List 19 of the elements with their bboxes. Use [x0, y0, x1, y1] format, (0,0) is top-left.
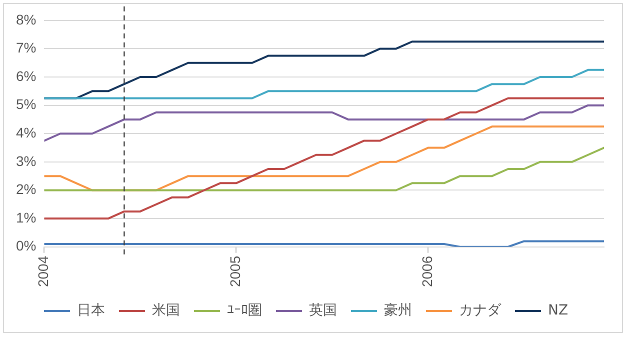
y-tick-label: 1% [16, 209, 36, 226]
legend-label: NZ [548, 302, 568, 319]
legend-label: カナダ [458, 302, 502, 319]
legend-label: 英国 [308, 302, 337, 319]
legend-label: 米国 [152, 302, 180, 319]
legend-label: 豪州 [384, 302, 412, 319]
y-tick-label: 8% [16, 11, 36, 28]
legend-label: 日本 [76, 302, 105, 319]
x-tick-label: 2005 [227, 256, 244, 288]
y-tick-label: 2% [16, 181, 36, 198]
y-tick-label: 5% [16, 96, 36, 112]
legend-label: ﾕｰﾛ圏 [226, 302, 262, 319]
y-tick-label: 3% [16, 152, 36, 169]
y-tick-label: 4% [16, 124, 36, 140]
y-tick-label: 0% [16, 238, 36, 254]
x-tick-label: 2004 [35, 256, 52, 288]
x-tick-label: 2006 [418, 256, 435, 288]
y-tick-label: 6% [16, 68, 36, 84]
y-tick-label: 7% [16, 40, 36, 56]
